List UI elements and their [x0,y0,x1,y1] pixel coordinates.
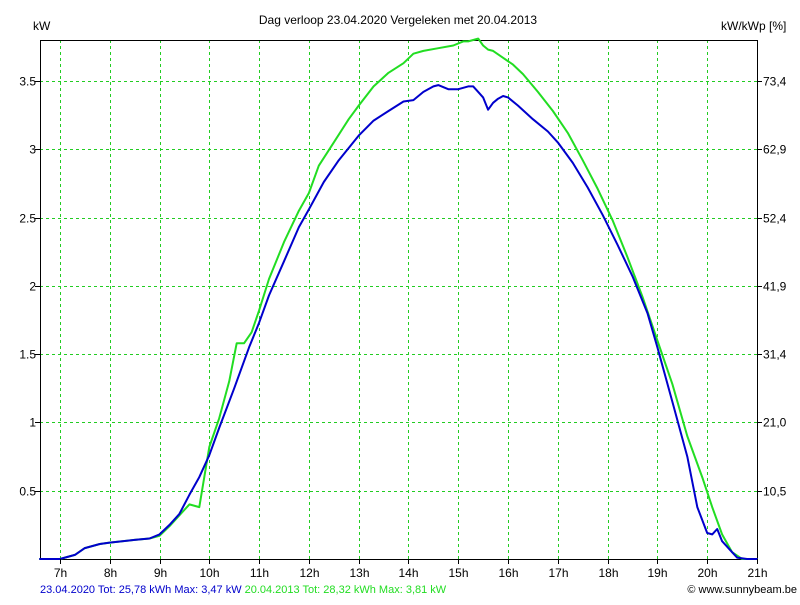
footer-series2-summary: 20.04.2013 Tot: 28,32 kWh Max: 3,81 kW [245,584,447,596]
series-layer [39,37,758,560]
x-tick-label: 13h [349,566,369,580]
x-tick-label: 7h [54,566,67,580]
y-axis-label-left: kW [33,19,51,33]
series-line-23.04.2020 [39,84,758,560]
y-tick-label-right: 10,5 [763,485,787,499]
y-tick-label-right: 62,9 [763,143,787,157]
y-tick-label-right: 73,4 [763,75,787,89]
x-tick-label: 8h [104,566,117,580]
y-tick-label-left: 2 [29,280,36,294]
x-tick-label: 11h [250,566,269,580]
x-tick-label: 9h [154,566,167,580]
series-line-20.04.2013 [39,37,758,560]
x-tick-label: 17h [548,566,568,580]
y-tick-label-left: 2.5 [19,212,36,226]
y-tick-label-left: 1.5 [19,348,36,362]
y-tick-label-left: 3.5 [19,75,36,89]
x-tick-label: 15h [448,566,468,580]
y-tick-label-right: 31,4 [763,348,787,362]
x-tick-label: 10h [199,566,219,580]
x-tick-label: 19h [647,566,667,580]
y-tick-label-right: 41,9 [763,280,787,294]
x-tick-label: 18h [598,566,618,580]
plot-frame [40,40,758,560]
footer-website: © www.sunnybeam.be [687,584,797,596]
y-tick-label-right: 52,4 [763,212,787,226]
y-axis-label-right: kW/kWp [%] [721,19,786,33]
x-tick-label: 21h [747,566,767,580]
x-tick-label: 12h [299,566,319,580]
x-tick-label: 20h [697,566,717,580]
y-tick-label-right: 21,0 [763,416,787,430]
y-tick-label-left: 1 [29,416,36,430]
chart-title: Dag verloop 23.04.2020 Vergeleken met 20… [259,13,538,27]
x-tick-label: 16h [498,566,518,580]
footer-series1-summary: 23.04.2020 Tot: 25,78 kWh Max: 3,47 kW [40,584,242,596]
x-tick-label: 14h [398,566,418,580]
ticks-layer: 7h 8h 9h 10h 11h 12h 13h 14h 15h 16h 17h 18h 19h 20h 2… [19,75,786,581]
y-tick-label-left: 0.5 [19,485,36,499]
y-tick-label-left: 3 [29,143,36,157]
grid-layer [40,40,757,559]
